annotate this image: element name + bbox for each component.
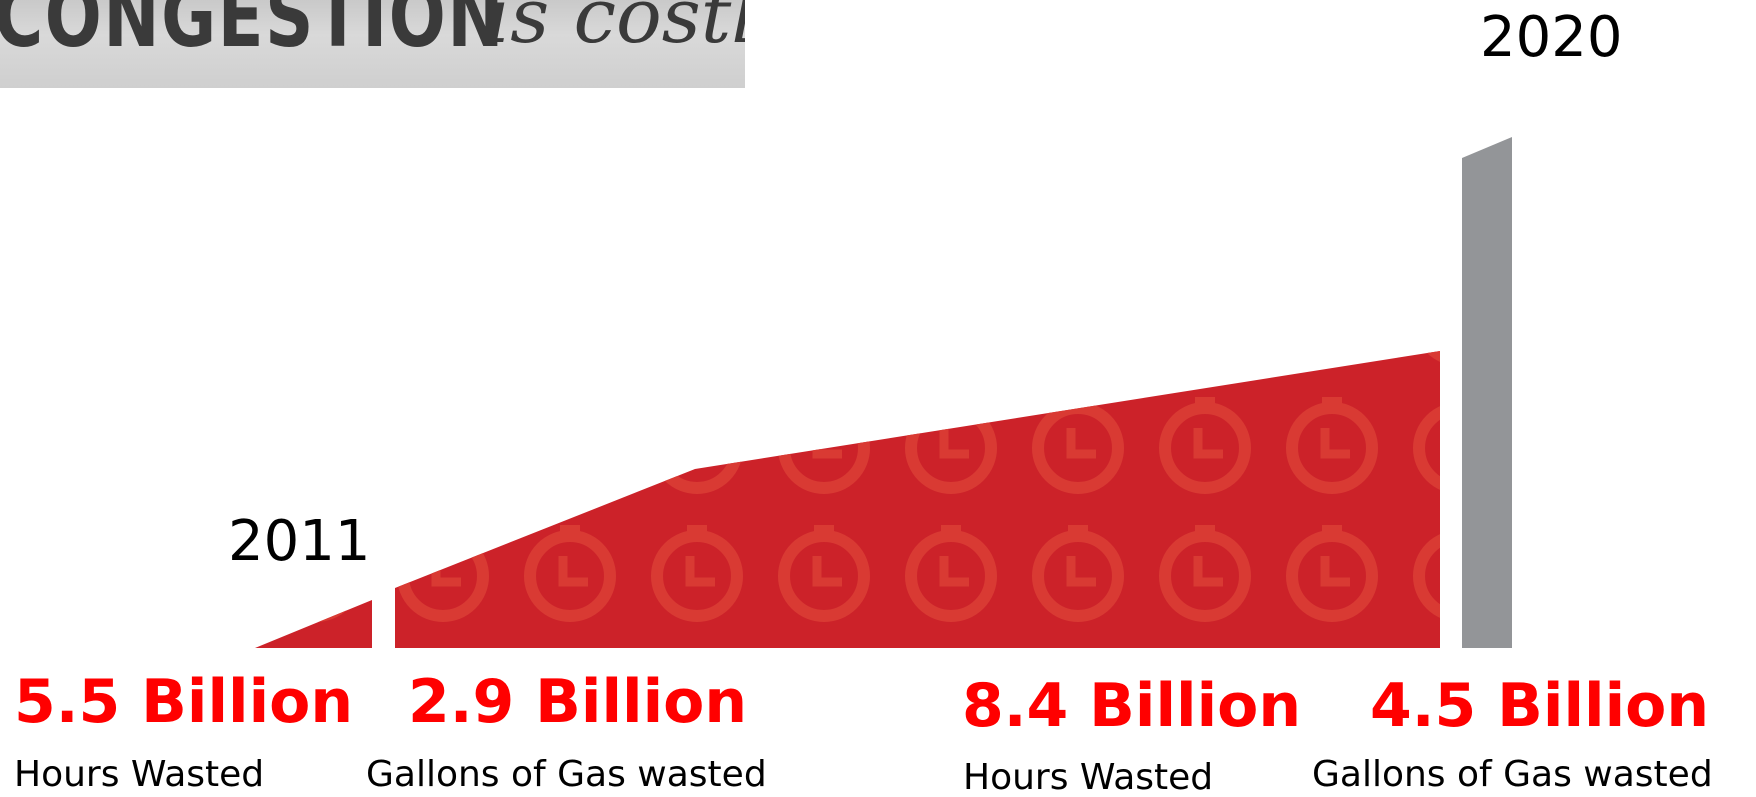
banner-word: CONGESTION <box>0 0 506 67</box>
stat-value-gas-2011: 2.9 Billion <box>408 667 748 737</box>
stat-label-hours-2011: Hours Wasted <box>14 754 265 795</box>
stat-label-gas-2011: Gallons of Gas wasted <box>366 754 767 795</box>
large-wedge-pattern <box>395 351 1440 648</box>
banner-italic: is costly <box>486 0 745 60</box>
end-year-bar <box>1462 137 1512 648</box>
stat-value-gas-2020: 4.5 Billion <box>1370 671 1710 741</box>
stat-value-hours-2011: 5.5 Billion <box>14 667 354 737</box>
small-wedge-pattern <box>255 600 372 648</box>
stat-label-gas-2020: Gallons of Gas wasted <box>1312 754 1713 795</box>
stat-value-hours-2020: 8.4 Billion <box>962 671 1302 741</box>
stat-label-hours-2020: Hours Wasted <box>963 757 1214 797</box>
year-start-label: 2011 <box>228 509 371 574</box>
title-banner: CONGESTION is costly <box>0 0 745 88</box>
banner-title: CONGESTION is costly <box>0 0 745 67</box>
year-end-label: 2020 <box>1480 5 1623 70</box>
